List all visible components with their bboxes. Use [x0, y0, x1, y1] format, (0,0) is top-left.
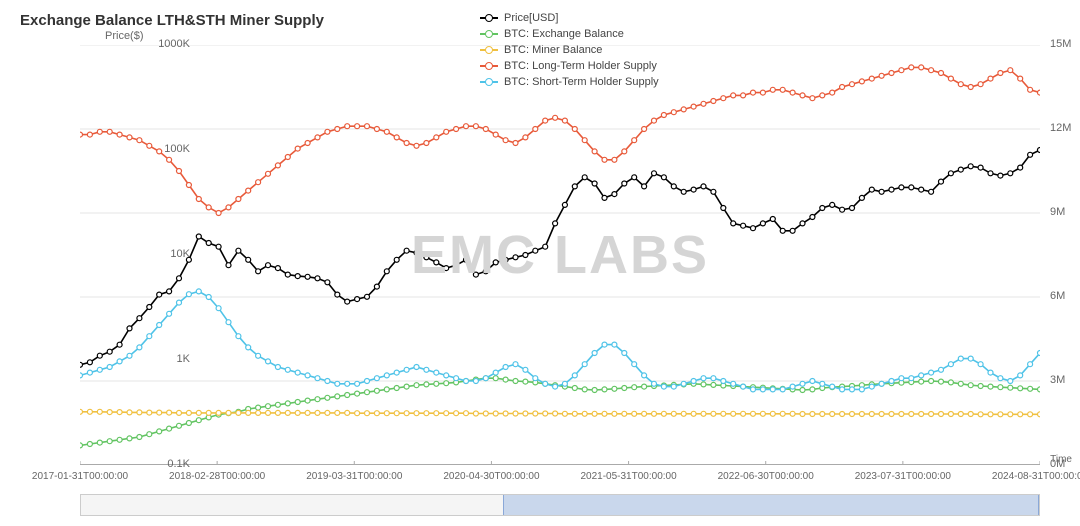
- y-left-tick: 1K: [140, 353, 190, 365]
- y-right-tick: 6M: [1050, 290, 1080, 302]
- y-right-tick: 9M: [1050, 206, 1080, 218]
- y-left-tick: 10K: [140, 248, 190, 260]
- legend-item[interactable]: BTC: Exchange Balance: [480, 26, 659, 42]
- y-right-tick: 3M: [1050, 374, 1080, 386]
- x-tick: 2021-05-31T00:00:00: [580, 471, 676, 482]
- x-tick: 2018-02-28T00:00:00: [169, 471, 265, 482]
- x-tick: 2020-04-30T00:00:00: [443, 471, 539, 482]
- x-tick: 2024-08-31T00:00:00: [992, 471, 1080, 482]
- x-tick: 2023-07-31T00:00:00: [855, 471, 951, 482]
- x-tick: 2017-01-31T00:00:00: [32, 471, 128, 482]
- chart-svg: [80, 45, 1040, 465]
- series-line-exchange_balance: [80, 378, 1040, 445]
- range-brush-selection[interactable]: [503, 495, 1039, 515]
- series-line-sth_supply: [80, 291, 1040, 389]
- y-left-tick: 1000K: [140, 38, 190, 50]
- series-line-lth_supply: [80, 67, 1040, 213]
- legend-marker-icon: [480, 33, 498, 35]
- legend-marker-icon: [480, 17, 498, 19]
- chart-title: Exchange Balance LTH&STH Miner Supply: [20, 12, 324, 29]
- y-right-tick: 15M: [1050, 38, 1080, 50]
- legend-label: BTC: Exchange Balance: [504, 26, 624, 42]
- range-brush[interactable]: [80, 494, 1040, 516]
- x-axis-suffix: Time: [1050, 454, 1072, 465]
- legend-label: Price[USD]: [504, 10, 558, 26]
- y-right-tick: 12M: [1050, 122, 1080, 134]
- y-left-tick: 100K: [140, 143, 190, 155]
- y-left-tick: 0.1K: [140, 458, 190, 470]
- chart-plot-area: EMC LABS: [80, 45, 1040, 465]
- legend-item[interactable]: Price[USD]: [480, 10, 659, 26]
- x-tick: 2022-06-30T00:00:00: [718, 471, 814, 482]
- x-tick: 2019-03-31T00:00:00: [306, 471, 402, 482]
- series-line-price_usd: [80, 150, 1040, 365]
- y-left-title: Price($): [105, 30, 144, 42]
